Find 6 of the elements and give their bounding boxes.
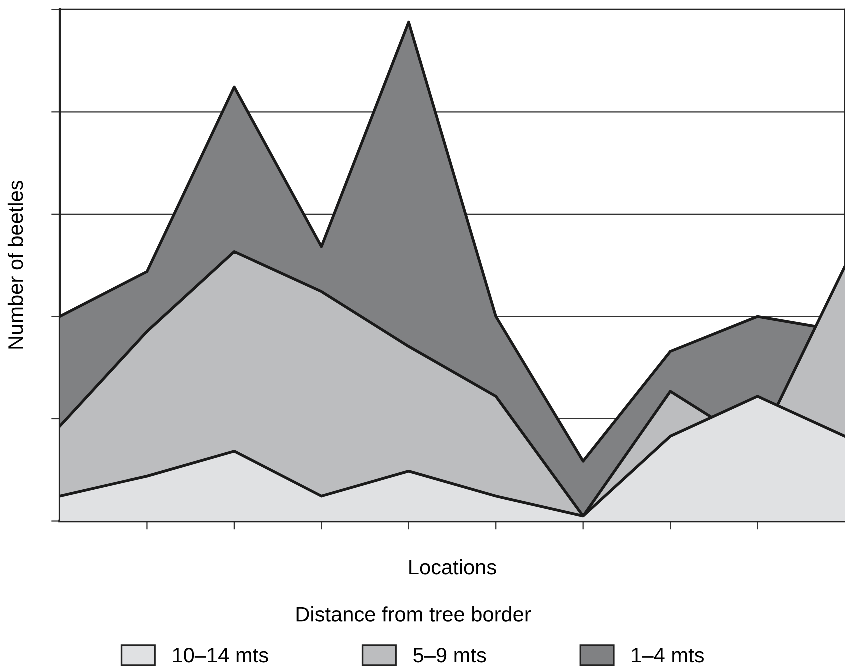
legend-label: 5–9 mts xyxy=(414,648,486,663)
legend-label: 10–14 mts xyxy=(173,648,268,663)
y-axis-title: Number of beetles xyxy=(8,180,24,349)
legend-title: Distance from tree border xyxy=(296,606,532,622)
x-axis-title: Locations xyxy=(410,559,496,575)
legend-label: 1–4 mts xyxy=(632,648,704,663)
